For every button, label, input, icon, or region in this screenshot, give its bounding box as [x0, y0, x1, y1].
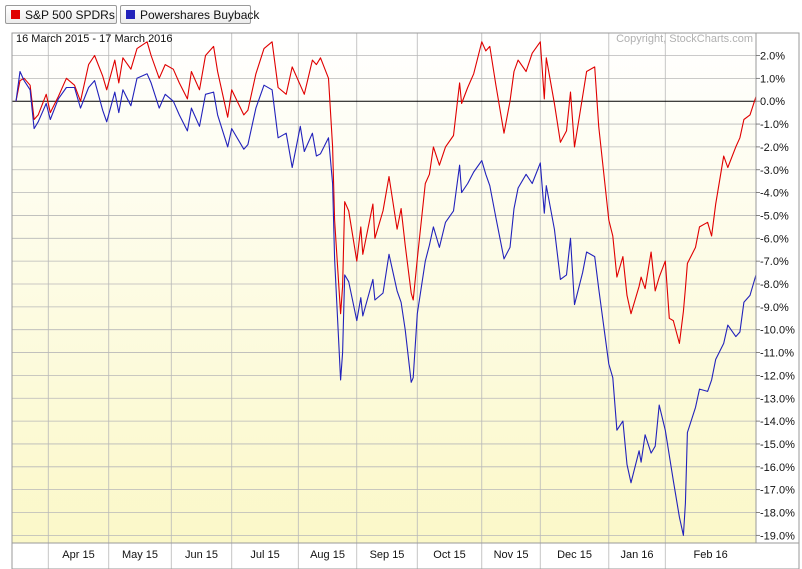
x-tick-label: Aug 15 [310, 549, 345, 561]
y-tick-label: -15.0% [760, 439, 795, 451]
x-axis-panel-frame [11, 542, 800, 569]
x-tick-label: Nov 15 [494, 549, 529, 561]
y-tick-label: 0.0% [760, 96, 785, 108]
legend-label-buyback: Powershares Buyback [140, 8, 260, 22]
date-range-label: 16 March 2015 - 17 March 2016 [16, 33, 173, 45]
x-tick-label: Jun 15 [185, 549, 218, 561]
x-tick-label: Jul 15 [250, 549, 279, 561]
series-lines [15, 41, 757, 536]
y-tick-label: -11.0% [760, 348, 794, 360]
x-tick-label: Feb 16 [694, 549, 728, 561]
y-tick-label: -4.0% [760, 188, 789, 200]
x-tick-label: Jan 16 [621, 549, 654, 561]
series-line-sp500 [15, 41, 757, 344]
copyright-label: Copyright, StockCharts.com [616, 33, 753, 45]
y-tick-label: -1.0% [760, 119, 789, 131]
y-tick-label: -13.0% [760, 393, 795, 405]
y-axis-labels: 2.0% 1.0% 0.0% -1.0% -2.0% -3.0% -4.0% -5.0% -6.… [756, 51, 795, 542]
legend-bar: S&P 500 SPDRs Powershares Buyback [0, 0, 802, 30]
x-axis-labels: Apr 15 May 15 Jun 15 Jul 15 Aug 15 Sep 15 Oct … [62, 549, 727, 561]
y-tick-label: -10.0% [760, 325, 795, 337]
x-tick-label: Dec 15 [557, 549, 592, 561]
y-tick-label: -19.0% [760, 530, 795, 542]
series-line-buyback [15, 70, 757, 536]
y-tick-label: -14.0% [760, 416, 795, 428]
horizontal-gridlines [12, 55, 756, 536]
y-tick-label: -3.0% [760, 165, 789, 177]
legend-item-sp500[interactable]: S&P 500 SPDRs [5, 5, 117, 24]
y-tick-label: 1.0% [760, 73, 785, 85]
x-tick-label: Oct 15 [433, 549, 465, 561]
y-tick-label: 2.0% [760, 51, 785, 63]
x-tick-label: May 15 [122, 549, 158, 561]
legend-label-sp500: S&P 500 SPDRs [25, 8, 115, 22]
vertical-gridlines [47, 33, 666, 569]
legend-swatch-buyback [126, 10, 135, 19]
y-tick-label: -17.0% [760, 485, 795, 497]
legend-item-buyback[interactable]: Powershares Buyback [120, 5, 259, 24]
y-tick-label: -2.0% [760, 142, 789, 154]
y-tick-label: -16.0% [760, 462, 795, 474]
x-tick-label: Sep 15 [370, 549, 405, 561]
legend-swatch-sp500 [11, 10, 20, 19]
y-tick-label: -7.0% [760, 256, 789, 268]
y-tick-label: -8.0% [760, 279, 789, 291]
y-tick-label: -6.0% [760, 233, 789, 245]
y-tick-label: -12.0% [760, 370, 795, 382]
x-tick-label: Apr 15 [62, 549, 94, 561]
y-tick-label: -5.0% [760, 210, 789, 222]
y-tick-label: -18.0% [760, 508, 795, 520]
y-tick-label: -9.0% [760, 302, 789, 314]
